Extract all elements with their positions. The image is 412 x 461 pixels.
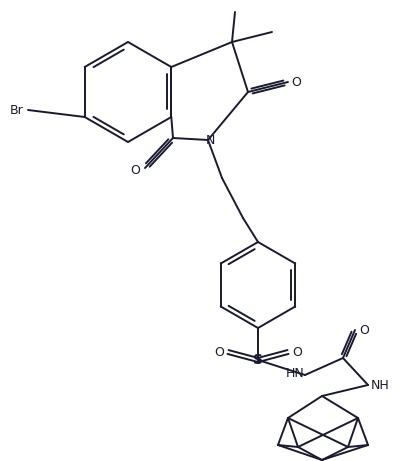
Text: O: O: [214, 345, 224, 359]
Text: O: O: [292, 345, 302, 359]
Text: N: N: [205, 134, 215, 147]
Text: NH: NH: [371, 378, 389, 391]
Text: O: O: [130, 164, 140, 177]
Text: Br: Br: [10, 104, 24, 117]
Text: O: O: [359, 324, 369, 337]
Text: HN: HN: [286, 366, 304, 379]
Text: S: S: [253, 353, 263, 367]
Text: O: O: [291, 76, 301, 89]
